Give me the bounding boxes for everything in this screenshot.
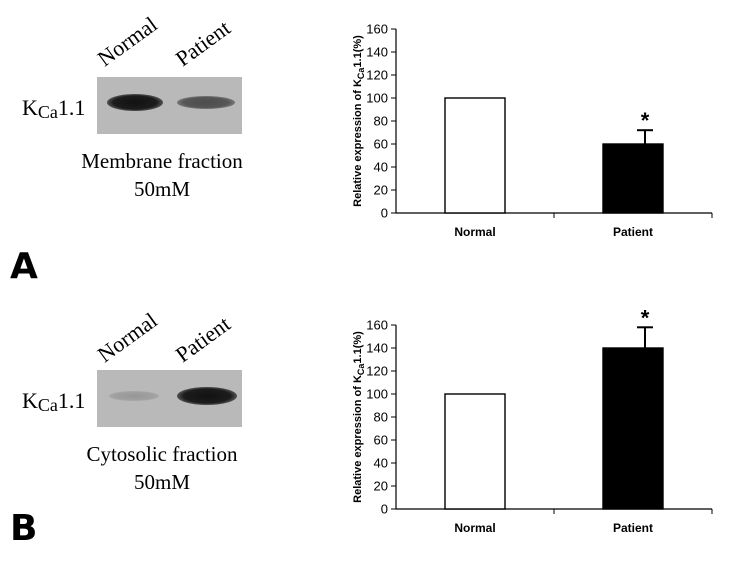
y-axis-label-post: 1.1(%) bbox=[352, 35, 364, 68]
fraction-caption: Cytosolic fraction 50mM bbox=[62, 440, 262, 496]
y-tick-label: 140 bbox=[366, 341, 388, 356]
y-axis-label-pre: Relative expression of K bbox=[352, 79, 364, 207]
bar-chart-membrane: 0 20 40 60 80 100 120 140 160 Normal * Patient Relat… bbox=[352, 22, 713, 239]
western-blot-image bbox=[97, 370, 242, 427]
y-axis-label-sub: Ca bbox=[356, 363, 366, 375]
lane-label-normal: Normal bbox=[92, 11, 162, 72]
y-tick-label: 160 bbox=[366, 22, 388, 37]
panel-letter: B bbox=[10, 508, 38, 549]
y-tick-label: 80 bbox=[374, 114, 388, 129]
panel-letter: A bbox=[10, 246, 38, 287]
fraction-caption: Membrane fraction 50mM bbox=[62, 147, 262, 203]
x-tick-label: Patient bbox=[613, 521, 653, 535]
bar-patient bbox=[602, 347, 664, 510]
y-axis-label: Relative expression of KCa1.1(%) bbox=[352, 35, 366, 207]
fraction-name: Cytosolic fraction bbox=[86, 442, 238, 466]
blot-band-normal bbox=[109, 391, 159, 401]
western-blot-image bbox=[97, 77, 242, 134]
protein-label: KCa1.1 bbox=[22, 388, 86, 415]
concentration-label: 50mM bbox=[133, 470, 190, 494]
bar-normal bbox=[444, 393, 506, 510]
y-tick-label: 60 bbox=[374, 433, 388, 448]
y-tick-label: 80 bbox=[374, 410, 388, 425]
lane-label-patient: Patient bbox=[170, 15, 235, 72]
bar-normal bbox=[444, 97, 506, 214]
y-axis-label: Relative expression of KCa1.1(%) bbox=[352, 331, 366, 503]
y-tick-label: 160 bbox=[366, 318, 388, 333]
fraction-name: Membrane fraction bbox=[81, 149, 243, 173]
y-tick-label: 20 bbox=[374, 479, 388, 494]
x-tick-label: Patient bbox=[613, 225, 653, 239]
significance-marker: * bbox=[641, 108, 650, 133]
blot-band-patient bbox=[177, 96, 235, 109]
y-axis-label-post: 1.1(%) bbox=[352, 331, 364, 364]
y-tick-label: 140 bbox=[366, 45, 388, 60]
y-tick-label: 20 bbox=[374, 183, 388, 198]
y-tick-label: 100 bbox=[366, 91, 388, 106]
blot-band-patient bbox=[177, 387, 237, 405]
lane-label-patient: Patient bbox=[170, 311, 235, 368]
blot-band-normal bbox=[107, 94, 163, 111]
y-tick-label: 120 bbox=[366, 68, 388, 83]
y-tick-label: 0 bbox=[381, 502, 388, 517]
y-tick-label: 40 bbox=[374, 160, 388, 175]
x-tick-label: Normal bbox=[454, 225, 495, 239]
y-tick-label: 100 bbox=[366, 387, 388, 402]
concentration-label: 50mM bbox=[133, 177, 190, 201]
lane-label-normal: Normal bbox=[92, 307, 162, 368]
panel-a: Normal Patient KCa1.1 Membrane fraction … bbox=[0, 0, 735, 287]
significance-marker: * bbox=[641, 305, 650, 330]
panel-b: Normal Patient KCa1.1 Cytosolic fraction… bbox=[0, 296, 735, 566]
y-tick-label: 0 bbox=[381, 206, 388, 221]
y-tick-label: 40 bbox=[374, 456, 388, 471]
bar-patient bbox=[602, 143, 664, 214]
bar-chart-cytosolic: 0 20 40 60 80 100 120 140 160 Normal * Patient Relat… bbox=[352, 305, 713, 535]
protein-label: KCa1.1 bbox=[22, 95, 86, 122]
y-tick-label: 60 bbox=[374, 137, 388, 152]
x-tick-label: Normal bbox=[454, 521, 495, 535]
y-tick-label: 120 bbox=[366, 364, 388, 379]
y-axis-label-sub: Ca bbox=[356, 67, 366, 79]
y-axis-label-pre: Relative expression of K bbox=[352, 375, 364, 503]
